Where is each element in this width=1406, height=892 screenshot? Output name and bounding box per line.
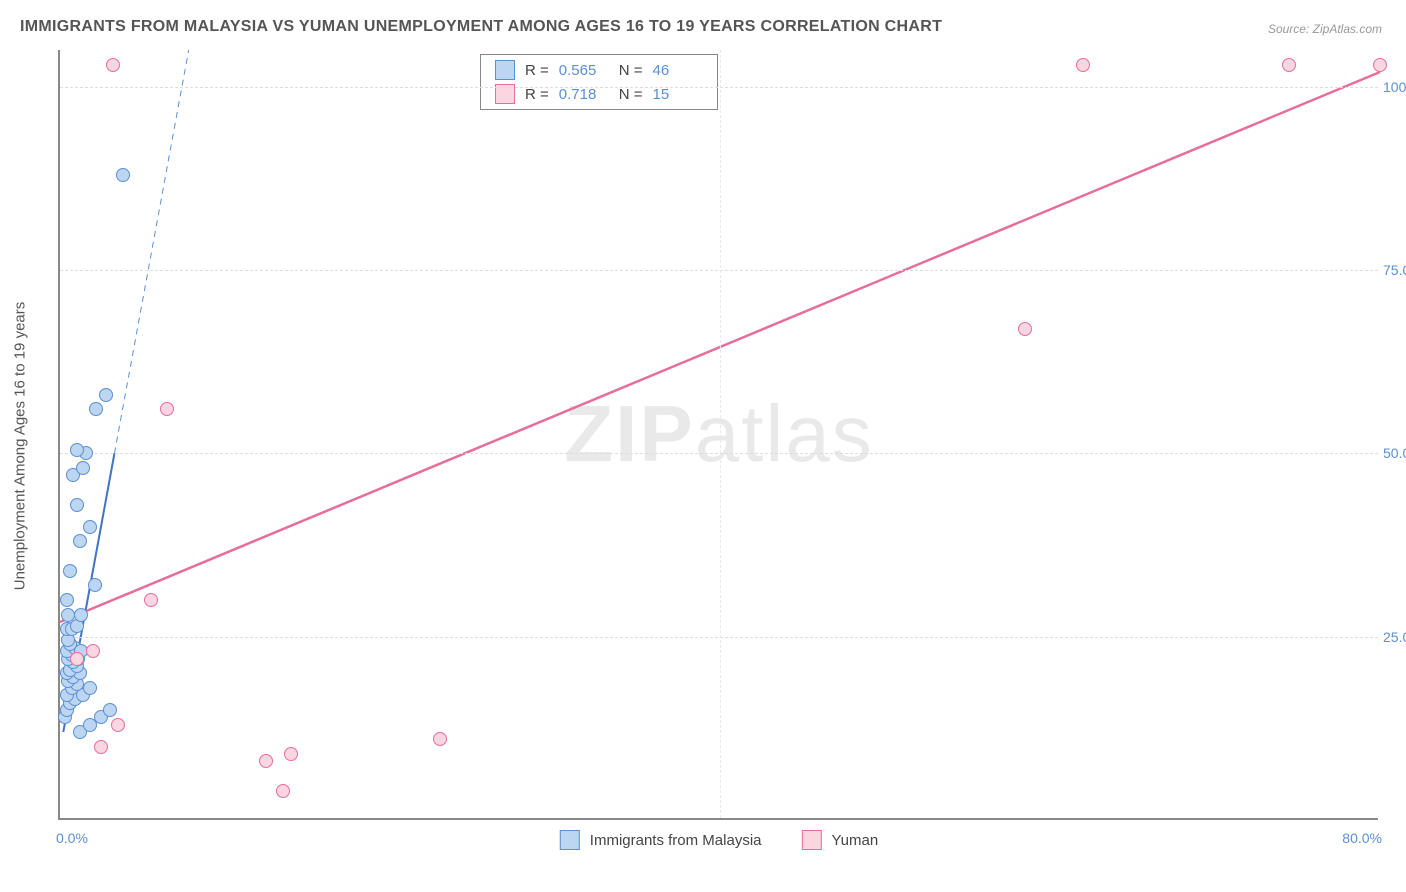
data-point-malaysia <box>76 461 90 475</box>
correlation-legend-row-malaysia: R = 0.565 N = 46 <box>481 58 717 82</box>
data-point-yuman <box>1018 322 1032 336</box>
chart-title: IMMIGRANTS FROM MALAYSIA VS YUMAN UNEMPL… <box>20 18 942 36</box>
r-label: R = <box>525 86 549 103</box>
n-value-malaysia: 46 <box>653 62 703 79</box>
x-tick-label: 0.0% <box>56 830 88 846</box>
data-point-malaysia <box>73 534 87 548</box>
data-point-malaysia <box>70 443 84 457</box>
data-point-malaysia <box>83 520 97 534</box>
trend-lines-svg <box>60 50 1378 818</box>
data-point-malaysia <box>116 168 130 182</box>
r-value-malaysia: 0.565 <box>559 62 609 79</box>
data-point-malaysia <box>103 703 117 717</box>
data-point-yuman <box>106 58 120 72</box>
swatch-malaysia <box>560 830 580 850</box>
data-point-yuman <box>433 732 447 746</box>
source-attribution: Source: ZipAtlas.com <box>1268 22 1382 36</box>
watermark-atlas: atlas <box>695 389 874 478</box>
data-point-malaysia <box>61 608 75 622</box>
data-point-yuman <box>276 784 290 798</box>
data-point-malaysia <box>89 402 103 416</box>
data-point-yuman <box>86 644 100 658</box>
grid-line-h <box>60 270 1378 271</box>
y-tick-label: 75.0% <box>1383 262 1406 278</box>
data-point-malaysia <box>83 681 97 695</box>
legend-item-yuman: Yuman <box>802 830 879 850</box>
grid-line-v <box>720 50 721 818</box>
data-point-yuman <box>259 754 273 768</box>
swatch-malaysia <box>495 60 515 80</box>
y-axis-label: Unemployment Among Ages 16 to 19 years <box>12 302 29 591</box>
x-tick-label: 80.0% <box>1342 830 1382 846</box>
n-label: N = <box>619 86 643 103</box>
data-point-malaysia <box>83 718 97 732</box>
grid-line-h <box>60 637 1378 638</box>
watermark-zip: ZIP <box>564 389 694 478</box>
legend-label-yuman: Yuman <box>832 832 879 849</box>
data-point-malaysia <box>88 578 102 592</box>
data-point-yuman <box>1373 58 1387 72</box>
data-point-yuman <box>111 718 125 732</box>
y-tick-label: 25.0% <box>1383 629 1406 645</box>
data-point-malaysia <box>70 498 84 512</box>
data-point-yuman <box>1076 58 1090 72</box>
grid-line-h <box>60 87 1378 88</box>
r-value-yuman: 0.718 <box>559 86 609 103</box>
legend-item-malaysia: Immigrants from Malaysia <box>560 830 762 850</box>
plot-area: ZIPatlas R = 0.565 N = 46 R = 0.718 N = … <box>58 50 1378 820</box>
correlation-legend: R = 0.565 N = 46 R = 0.718 N = 15 <box>480 54 718 110</box>
data-point-yuman <box>160 402 174 416</box>
data-point-yuman <box>144 593 158 607</box>
trend-line <box>114 50 188 453</box>
data-point-malaysia <box>74 608 88 622</box>
y-tick-label: 50.0% <box>1383 445 1406 461</box>
correlation-legend-row-yuman: R = 0.718 N = 15 <box>481 82 717 106</box>
data-point-yuman <box>284 747 298 761</box>
data-point-malaysia <box>63 564 77 578</box>
legend-label-malaysia: Immigrants from Malaysia <box>590 832 762 849</box>
data-point-yuman <box>1282 58 1296 72</box>
chart-container: IMMIGRANTS FROM MALAYSIA VS YUMAN UNEMPL… <box>0 0 1406 892</box>
data-point-malaysia <box>60 593 74 607</box>
series-legend: Immigrants from Malaysia Yuman <box>560 830 878 850</box>
data-point-yuman <box>94 740 108 754</box>
watermark: ZIPatlas <box>564 388 873 480</box>
r-label: R = <box>525 62 549 79</box>
n-label: N = <box>619 62 643 79</box>
data-point-malaysia <box>99 388 113 402</box>
n-value-yuman: 15 <box>653 86 703 103</box>
grid-line-h <box>60 453 1378 454</box>
y-tick-label: 100.0% <box>1383 79 1406 95</box>
data-point-yuman <box>70 652 84 666</box>
swatch-yuman <box>802 830 822 850</box>
